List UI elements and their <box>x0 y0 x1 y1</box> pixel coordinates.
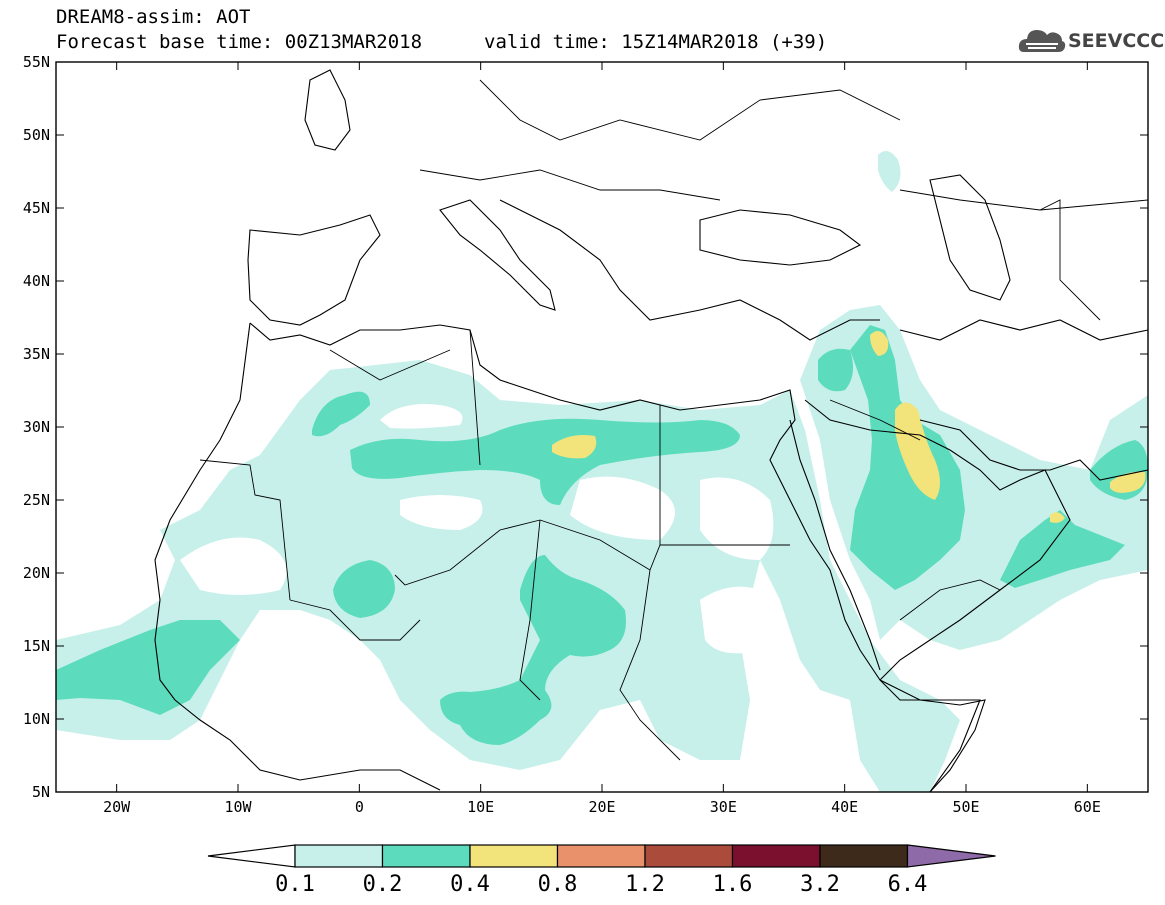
coastlines <box>154 69 1148 792</box>
caspian <box>929 174 1011 301</box>
lat-tick-label: 25N <box>23 491 50 509</box>
colorbar-label: 0.1 <box>275 872 315 897</box>
aot-hole-5 <box>700 477 774 560</box>
aot-contour-0.2-west <box>56 620 240 715</box>
cloud-icon <box>1018 30 1066 52</box>
lon-tick-label: 0 <box>355 798 364 816</box>
balkans <box>499 199 880 341</box>
aot-contour-0.4-iraq <box>870 331 889 356</box>
lon-tick-label: 50E <box>952 798 979 816</box>
colorbar-label: 3.2 <box>800 872 840 897</box>
border-algeria-south <box>394 519 541 586</box>
colorbar-label: 0.4 <box>450 872 490 897</box>
colorbar-label: 0.2 <box>363 872 403 897</box>
lat-tick-label: 50N <box>23 126 50 144</box>
colorbar-bin <box>294 844 384 868</box>
lon-tick-label: 10E <box>467 798 494 816</box>
aot-contour-0.4-oman <box>1050 512 1065 523</box>
aot-contour-0.2-atlas <box>312 391 370 437</box>
lat-tick-label: 15N <box>23 637 50 655</box>
lat-tick-label: 40N <box>23 272 50 290</box>
lon-tick-label: 20W <box>103 798 131 816</box>
border-chad-sudan <box>619 569 681 761</box>
border-libya-chad <box>539 519 651 571</box>
black-sea <box>699 209 862 266</box>
aot-contour-0.4-libya <box>552 435 597 459</box>
lat-axis: 55N 50N 45N 40N 35N 30N 25N 20N 15N 10N 5N <box>23 53 1148 801</box>
aot-contour-0.2-belt <box>350 418 740 505</box>
colorbar-over-arrow <box>906 844 996 868</box>
border-central-asia <box>1039 199 1101 321</box>
chart-title: DREAM8-assim: AOT <box>56 6 251 28</box>
colorbar-label: 1.6 <box>713 872 753 897</box>
africa-coast <box>249 322 981 792</box>
aot-contour-0.2-oman <box>1000 510 1125 588</box>
aot-contour-0.1-sahara <box>56 360 960 792</box>
lat-tick-label: 45N <box>23 199 50 217</box>
logo-text: SEEVCCC <box>1068 30 1165 52</box>
aot-hole-4 <box>570 476 675 540</box>
lat-tick-label: 30N <box>23 418 50 436</box>
colorbar-bin <box>556 844 646 868</box>
border-europe-central <box>419 169 721 201</box>
border-niger-chad <box>519 519 541 701</box>
aot-contour-0.2-levant <box>818 348 854 392</box>
lon-axis: 20W 10W 0 10E 20E 30E 40E 50E 60E <box>103 62 1101 816</box>
border-saudi-north <box>829 399 921 441</box>
border-europe-north <box>479 79 901 141</box>
europe-coast <box>247 214 381 326</box>
valid-time: valid time: 15Z14MAR2018 (+39) <box>484 31 828 53</box>
lat-tick-label: 5N <box>32 783 50 801</box>
aot-contour-0.4-arabia <box>895 402 940 500</box>
lon-tick-label: 30E <box>710 798 737 816</box>
horn-africa <box>879 679 986 792</box>
colorbar-under-arrow <box>207 844 296 868</box>
lat-tick-label: 20N <box>23 564 50 582</box>
colorbar-label: 1.2 <box>625 872 665 897</box>
colorbar-label: 6.4 <box>888 872 928 897</box>
aot-contour-0.2-mali <box>333 560 395 618</box>
colorbar-bin <box>469 844 559 868</box>
border-mali-south <box>289 599 421 641</box>
aot-hole-6 <box>700 586 770 654</box>
forecast-base-time: Forecast base time: 00Z13MAR2018 <box>56 31 423 53</box>
aot-hole-1 <box>380 404 463 429</box>
colorbar-bin <box>644 844 734 868</box>
lat-tick-label: 55N <box>23 53 50 71</box>
lat-tick-label: 35N <box>23 345 50 363</box>
lon-tick-label: 60E <box>1074 798 1101 816</box>
persian-gulf <box>919 419 1148 481</box>
border-morocco-algeria <box>329 349 451 381</box>
west-africa-coast <box>154 322 441 791</box>
colorbar-label: 0.8 <box>538 872 578 897</box>
aot-contour-0.4-iran <box>1110 471 1146 493</box>
lat-tick-label: 10N <box>23 710 50 728</box>
border-yemen <box>899 579 1001 621</box>
uk <box>304 69 351 151</box>
borders <box>199 79 1148 761</box>
italy <box>439 199 556 311</box>
aot-field <box>56 151 1148 792</box>
seevccc-logo: SEEVCCC <box>1018 22 1164 62</box>
colorbar-bin <box>381 844 471 868</box>
red-sea <box>789 419 881 671</box>
aot-contour-0.2-chad <box>440 555 626 745</box>
border-tunisia-libya <box>469 329 481 466</box>
lon-tick-label: 10W <box>224 798 252 816</box>
border-kazakhstan <box>899 189 1148 211</box>
colorbar-bin <box>731 844 821 868</box>
colorbar-bin <box>819 844 909 868</box>
border-mauritania <box>199 459 291 601</box>
aot-contour-0.1-caspian <box>878 151 901 192</box>
lon-tick-label: 40E <box>831 798 858 816</box>
colorbar: 0.1 0.2 0.4 0.8 1.2 1.6 3.2 6.4 <box>207 844 996 897</box>
lon-tick-label: 20E <box>588 798 615 816</box>
aot-hole-2 <box>180 537 287 595</box>
aot-hole-3 <box>400 495 483 530</box>
iran <box>899 319 1148 341</box>
